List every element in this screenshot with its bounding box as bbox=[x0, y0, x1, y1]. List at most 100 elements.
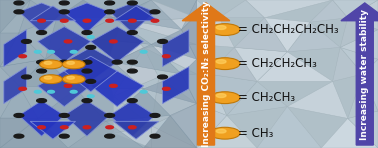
FancyArrow shape bbox=[341, 3, 378, 145]
Circle shape bbox=[163, 87, 170, 90]
Circle shape bbox=[129, 126, 136, 129]
Circle shape bbox=[216, 26, 226, 29]
Circle shape bbox=[216, 94, 226, 98]
Circle shape bbox=[38, 126, 45, 129]
Polygon shape bbox=[113, 0, 181, 30]
Polygon shape bbox=[333, 0, 378, 18]
Polygon shape bbox=[19, 0, 57, 33]
Circle shape bbox=[158, 75, 167, 79]
Circle shape bbox=[127, 31, 137, 34]
Polygon shape bbox=[30, 6, 76, 21]
Circle shape bbox=[83, 126, 91, 129]
Polygon shape bbox=[113, 96, 151, 133]
Polygon shape bbox=[110, 3, 155, 33]
Circle shape bbox=[70, 50, 77, 53]
Polygon shape bbox=[197, 104, 227, 148]
Circle shape bbox=[150, 134, 160, 138]
Polygon shape bbox=[0, 118, 68, 148]
Polygon shape bbox=[197, 44, 208, 74]
Polygon shape bbox=[246, 0, 333, 18]
Polygon shape bbox=[257, 107, 321, 148]
Text: = CH₃: = CH₃ bbox=[238, 127, 274, 140]
Circle shape bbox=[210, 58, 240, 70]
Text: Increasing water stability: Increasing water stability bbox=[360, 8, 369, 140]
Circle shape bbox=[82, 99, 92, 103]
Circle shape bbox=[105, 10, 115, 14]
Circle shape bbox=[40, 60, 62, 69]
FancyArrow shape bbox=[182, 3, 230, 145]
Polygon shape bbox=[151, 77, 197, 126]
Polygon shape bbox=[208, 74, 257, 115]
Polygon shape bbox=[348, 111, 378, 148]
Circle shape bbox=[105, 1, 115, 5]
Circle shape bbox=[106, 19, 113, 22]
Circle shape bbox=[67, 76, 74, 79]
Polygon shape bbox=[348, 74, 378, 118]
Polygon shape bbox=[208, 47, 257, 81]
Polygon shape bbox=[197, 74, 227, 115]
Circle shape bbox=[19, 55, 26, 58]
Polygon shape bbox=[197, 0, 219, 18]
Polygon shape bbox=[76, 62, 144, 89]
Circle shape bbox=[129, 19, 136, 22]
Circle shape bbox=[70, 90, 77, 93]
Circle shape bbox=[82, 69, 92, 73]
Circle shape bbox=[216, 60, 226, 63]
Circle shape bbox=[48, 50, 54, 53]
Circle shape bbox=[210, 24, 240, 36]
Circle shape bbox=[60, 19, 68, 22]
Polygon shape bbox=[197, 115, 257, 148]
Polygon shape bbox=[234, 18, 287, 52]
Circle shape bbox=[19, 87, 26, 90]
Polygon shape bbox=[0, 33, 45, 67]
Circle shape bbox=[62, 75, 85, 84]
Polygon shape bbox=[57, 0, 113, 18]
Circle shape bbox=[44, 61, 52, 64]
Polygon shape bbox=[64, 101, 110, 136]
Circle shape bbox=[82, 60, 92, 64]
Polygon shape bbox=[151, 126, 197, 148]
Text: Increasing CO₂:N₂ selectivity: Increasing CO₂:N₂ selectivity bbox=[201, 1, 211, 147]
Polygon shape bbox=[287, 81, 348, 118]
Polygon shape bbox=[45, 37, 113, 62]
Text: = CH₂CH₂CH₂CH₃: = CH₂CH₂CH₂CH₃ bbox=[238, 23, 339, 36]
Circle shape bbox=[83, 19, 91, 22]
Circle shape bbox=[158, 40, 167, 43]
Polygon shape bbox=[106, 22, 144, 67]
Polygon shape bbox=[181, 15, 197, 59]
Circle shape bbox=[150, 10, 160, 14]
Polygon shape bbox=[363, 59, 378, 111]
Polygon shape bbox=[121, 0, 197, 22]
Circle shape bbox=[37, 31, 46, 34]
Polygon shape bbox=[144, 44, 197, 74]
Circle shape bbox=[62, 60, 85, 69]
Polygon shape bbox=[0, 33, 19, 67]
Polygon shape bbox=[340, 30, 378, 59]
Polygon shape bbox=[151, 30, 197, 59]
Polygon shape bbox=[170, 104, 197, 148]
Circle shape bbox=[59, 134, 69, 138]
Polygon shape bbox=[113, 77, 159, 126]
Polygon shape bbox=[76, 18, 151, 44]
Polygon shape bbox=[227, 81, 287, 115]
Circle shape bbox=[37, 69, 46, 73]
Circle shape bbox=[150, 114, 160, 117]
Circle shape bbox=[34, 90, 41, 93]
Polygon shape bbox=[340, 47, 378, 74]
Circle shape bbox=[210, 92, 240, 104]
Polygon shape bbox=[0, 0, 30, 33]
Polygon shape bbox=[110, 101, 155, 136]
Circle shape bbox=[112, 60, 122, 64]
Circle shape bbox=[38, 19, 45, 22]
Circle shape bbox=[59, 1, 69, 5]
Circle shape bbox=[86, 45, 96, 49]
Circle shape bbox=[67, 61, 74, 64]
Polygon shape bbox=[0, 59, 45, 86]
Polygon shape bbox=[144, 115, 197, 148]
Circle shape bbox=[64, 40, 72, 43]
Polygon shape bbox=[19, 3, 64, 33]
Circle shape bbox=[59, 10, 69, 14]
Polygon shape bbox=[64, 3, 110, 33]
Circle shape bbox=[210, 127, 240, 139]
Polygon shape bbox=[19, 59, 76, 89]
